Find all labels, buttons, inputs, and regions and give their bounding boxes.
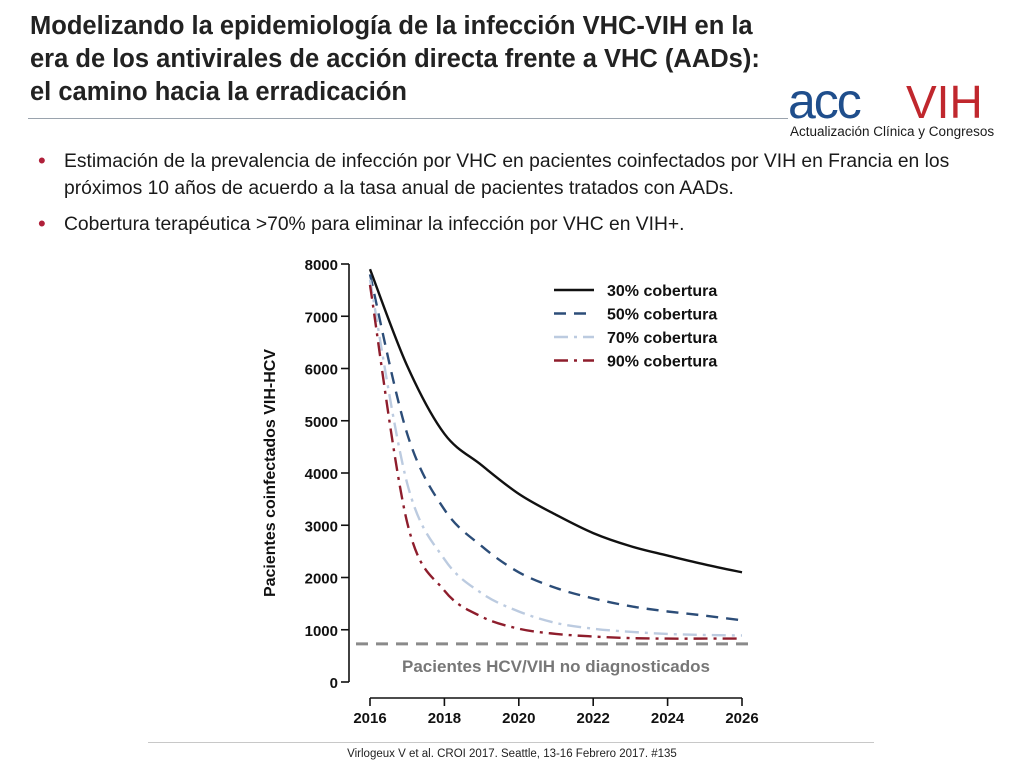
series-line-2 [368, 274, 743, 622]
x-tick-label: 2018 [428, 710, 461, 727]
y-tick-label: 6000 [305, 362, 338, 379]
series-line-3 [368, 279, 743, 637]
title-line-3: el camino hacia la erradicación [30, 78, 408, 106]
x-tick-label: 2024 [651, 710, 685, 727]
legend-label-1: 30% cobertura [607, 283, 717, 300]
y-tick-label: 8000 [305, 257, 338, 274]
acc-vih-logo: acc VIH Actualización Clínica y Congreso… [788, 78, 994, 139]
x-tick-label: 2022 [577, 710, 610, 727]
title-line-2: era de los antivirales de acción directa… [30, 45, 760, 73]
title-line-1: Modelizando la epidemiología de la infec… [30, 12, 753, 40]
bullet-dot-icon: • [38, 148, 46, 173]
y-tick-label: 0 [330, 675, 338, 692]
footer-divider [148, 742, 874, 743]
legend-label-3: 70% cobertura [607, 330, 717, 347]
logo-wordmark-acc: acc [788, 78, 861, 129]
bullet-dot-icon: • [38, 211, 46, 236]
series-line-1 [368, 268, 743, 574]
y-axis-label: Pacientes coinfectados VIH-HCV [262, 349, 279, 597]
bullet-item: • Cobertura terapéutica >70% para elimin… [38, 211, 1013, 238]
legend-label-4: 90% cobertura [607, 354, 717, 371]
citation: Virlogeux V et al. CROI 2017. Seattle, 1… [347, 748, 677, 760]
logo-wordmark-vih: VIH [906, 78, 983, 128]
logo-tagline: Actualización Clínica y Congresos [790, 124, 994, 139]
bullet-list: • Estimación de la prevalencia de infecc… [38, 148, 1013, 247]
y-tick-label: 1000 [305, 623, 338, 640]
y-tick-label: 7000 [305, 309, 338, 326]
bullet-text: Estimación de la prevalencia de infecció… [64, 151, 950, 199]
legend-label-2: 50% cobertura [607, 307, 717, 324]
y-tick-label: 4000 [305, 466, 338, 483]
x-tick-label: 2026 [725, 710, 758, 727]
reference-line-label: Pacientes HCV/VIH no diagnosticados [402, 657, 710, 676]
x-tick-label: 2020 [502, 710, 535, 727]
y-tick-label: 2000 [305, 571, 338, 588]
bullet-item: • Estimación de la prevalencia de infecc… [38, 148, 1013, 202]
y-tick-label: 3000 [305, 518, 338, 535]
header-divider [28, 118, 788, 119]
x-tick-label: 2016 [353, 710, 386, 727]
y-tick-label: 5000 [305, 414, 338, 431]
slide-title: Modelizando la epidemiología de la infec… [30, 10, 910, 109]
bullet-text: Cobertura terapéutica >70% para eliminar… [64, 214, 685, 235]
series-line-4 [368, 284, 742, 640]
